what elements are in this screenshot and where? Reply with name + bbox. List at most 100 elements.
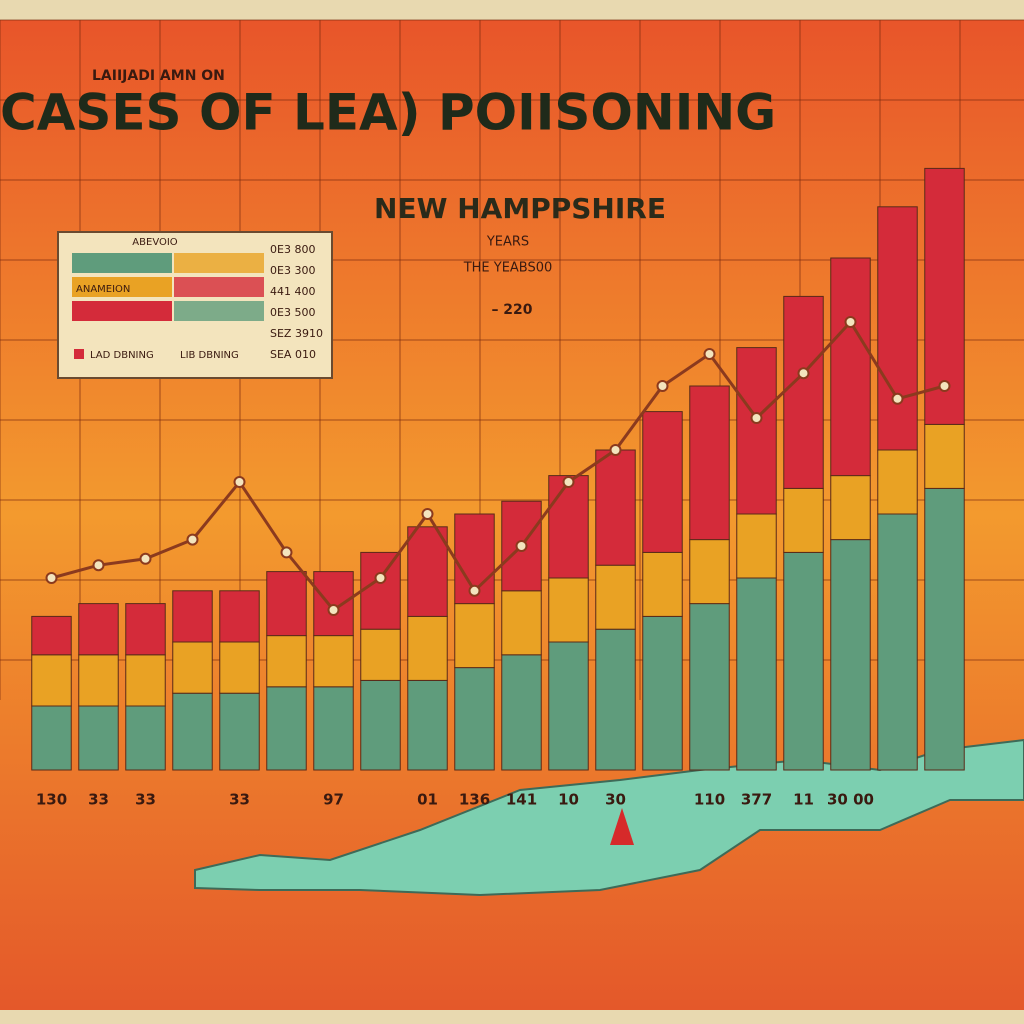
- bar-segment: [31, 615, 72, 656]
- bar-segment: [407, 526, 448, 617]
- bar-segment: [595, 564, 636, 630]
- bar-segment: [31, 705, 72, 771]
- bar-segment: [501, 654, 542, 771]
- bar-segment: [454, 603, 495, 669]
- x-tick-label: 130: [36, 791, 67, 809]
- trend-point: [233, 476, 246, 488]
- bar-segment: [924, 423, 965, 489]
- bar-segment: [830, 475, 871, 541]
- x-tick-label: 30: [605, 791, 626, 809]
- bar-segment: [548, 577, 589, 643]
- bar-segment: [689, 385, 730, 541]
- bar-segment: [219, 641, 260, 694]
- trend-point: [421, 508, 434, 520]
- bar-segment: [548, 475, 589, 579]
- trend-point: [703, 348, 716, 360]
- legend-swatch: [72, 253, 172, 273]
- bar-segment: [736, 577, 777, 771]
- annotation: THE YEABS00: [463, 261, 553, 276]
- legend-label: LAD DBNING: [90, 350, 154, 361]
- trend-point: [186, 533, 199, 546]
- bar-segment: [266, 571, 307, 637]
- trend-point: [562, 476, 575, 488]
- bar-segment: [924, 487, 965, 771]
- legend-value: 0E3 300: [270, 264, 315, 277]
- bar-segment: [125, 705, 166, 771]
- annotation: YEARS: [486, 235, 529, 250]
- chart-subtitle: NEW HAMPPSHIRE: [374, 192, 666, 225]
- bar-segment: [172, 692, 213, 771]
- legend-value: SEZ 3910: [270, 327, 323, 340]
- trend-point: [515, 540, 528, 552]
- bar-segment: [783, 487, 824, 553]
- x-tick-label: 377: [741, 791, 772, 809]
- trend-point: [280, 546, 293, 559]
- x-tick-label: 33: [229, 791, 250, 809]
- bar-segment: [877, 513, 918, 771]
- bar-segment: [407, 679, 448, 771]
- bar-segment: [830, 539, 871, 771]
- x-tick-label: 10: [558, 791, 579, 809]
- x-tick-label: 136: [459, 791, 490, 809]
- bar-segment: [595, 628, 636, 771]
- x-tick-label: 33: [88, 791, 109, 809]
- map-marker: [610, 808, 634, 845]
- trend-point: [844, 316, 857, 328]
- legend-title: ABEVOIO: [132, 237, 178, 248]
- chart-kicker: LAIIJADI AMN ON: [92, 68, 225, 84]
- trend-point: [374, 572, 387, 584]
- bar-segment: [736, 347, 777, 515]
- chart-title: CASES OF LEA) POIISONING: [0, 84, 776, 142]
- bar-segment: [642, 615, 683, 771]
- legend-swatch: [174, 253, 264, 273]
- bar-segment: [454, 667, 495, 771]
- legend-value: SEA 010: [270, 348, 316, 361]
- x-tick-label: 141: [506, 791, 537, 809]
- bar-segment: [78, 705, 119, 771]
- bar-segment: [266, 686, 307, 771]
- bar-segment: [125, 654, 166, 707]
- bar-segment: [360, 551, 401, 630]
- legend-swatch: [72, 277, 172, 297]
- trend-point: [468, 584, 481, 597]
- trend-point: [891, 392, 904, 405]
- legend-label: LIB DBNING: [180, 350, 239, 361]
- bar-segment: [313, 571, 354, 637]
- bar-segment: [407, 615, 448, 681]
- legend-swatch: [72, 301, 172, 321]
- bar-segment: [31, 654, 72, 707]
- bar-segment: [125, 603, 166, 656]
- bar-segment: [360, 628, 401, 681]
- bar-segment: [689, 603, 730, 771]
- x-tick-label: 30 00: [827, 791, 874, 809]
- bar-segment: [642, 411, 683, 553]
- legend: ABEVOIO ANAMEION LAD DBNING LIB DBNING 0E3 …: [57, 231, 333, 379]
- trend-point: [750, 412, 763, 424]
- trend-point: [797, 367, 810, 380]
- bar-segment: [548, 641, 589, 771]
- bar-segment: [783, 551, 824, 771]
- bar-segment: [313, 635, 354, 688]
- bar-segment: [736, 513, 777, 579]
- bar-segment: [783, 295, 824, 489]
- bar-segment: [689, 539, 730, 605]
- bar-segment: [266, 635, 307, 688]
- trend-point: [938, 380, 951, 392]
- x-tick-label: 01: [417, 791, 438, 809]
- legend-swatch: [74, 349, 84, 359]
- x-tick-label: 97: [323, 791, 344, 809]
- trend-line: [51, 319, 945, 613]
- bar-segment: [501, 590, 542, 656]
- bar-segment: [877, 206, 918, 451]
- bar-segment: [830, 257, 871, 477]
- legend-swatch: [174, 301, 264, 321]
- bar-segment: [172, 590, 213, 643]
- bar-segment: [78, 603, 119, 656]
- bar-segment: [360, 679, 401, 771]
- bar-segment: [172, 641, 213, 694]
- bar-segment: [877, 449, 918, 515]
- trend-point: [45, 572, 58, 584]
- state-map: [194, 738, 1024, 897]
- trend-point: [92, 559, 105, 572]
